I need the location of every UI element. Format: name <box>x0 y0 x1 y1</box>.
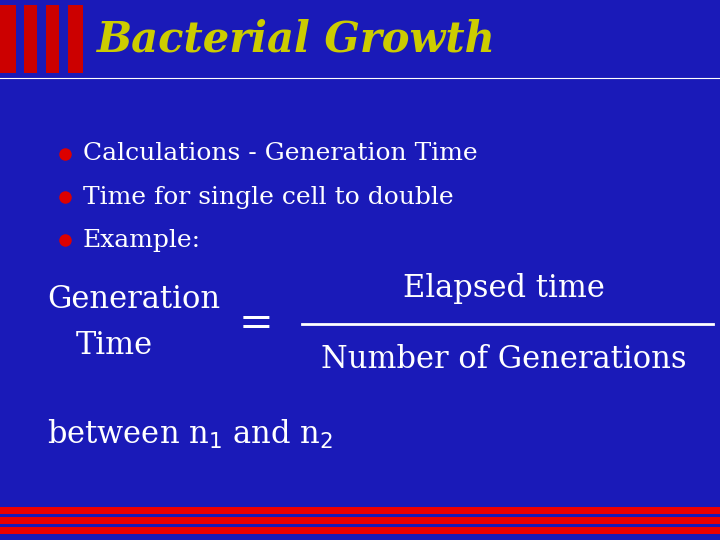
Text: Number of Generations: Number of Generations <box>321 343 687 375</box>
Text: Time: Time <box>76 330 153 361</box>
Bar <box>0 5 83 73</box>
Text: Bacterial Growth: Bacterial Growth <box>97 19 496 61</box>
Text: Example:: Example: <box>83 229 201 252</box>
Bar <box>0 526 720 534</box>
Text: Elapsed time: Elapsed time <box>403 273 605 305</box>
Bar <box>59 5 68 73</box>
Text: Generation: Generation <box>47 284 220 315</box>
Text: =: = <box>238 303 273 345</box>
Bar <box>0 517 720 524</box>
Bar <box>0 507 720 514</box>
Text: between n$_1$ and n$_2$: between n$_1$ and n$_2$ <box>47 418 333 451</box>
Text: Calculations - Generation Time: Calculations - Generation Time <box>83 143 477 165</box>
Bar <box>16 5 24 73</box>
Text: Time for single cell to double: Time for single cell to double <box>83 186 454 208</box>
Bar <box>37 5 46 73</box>
